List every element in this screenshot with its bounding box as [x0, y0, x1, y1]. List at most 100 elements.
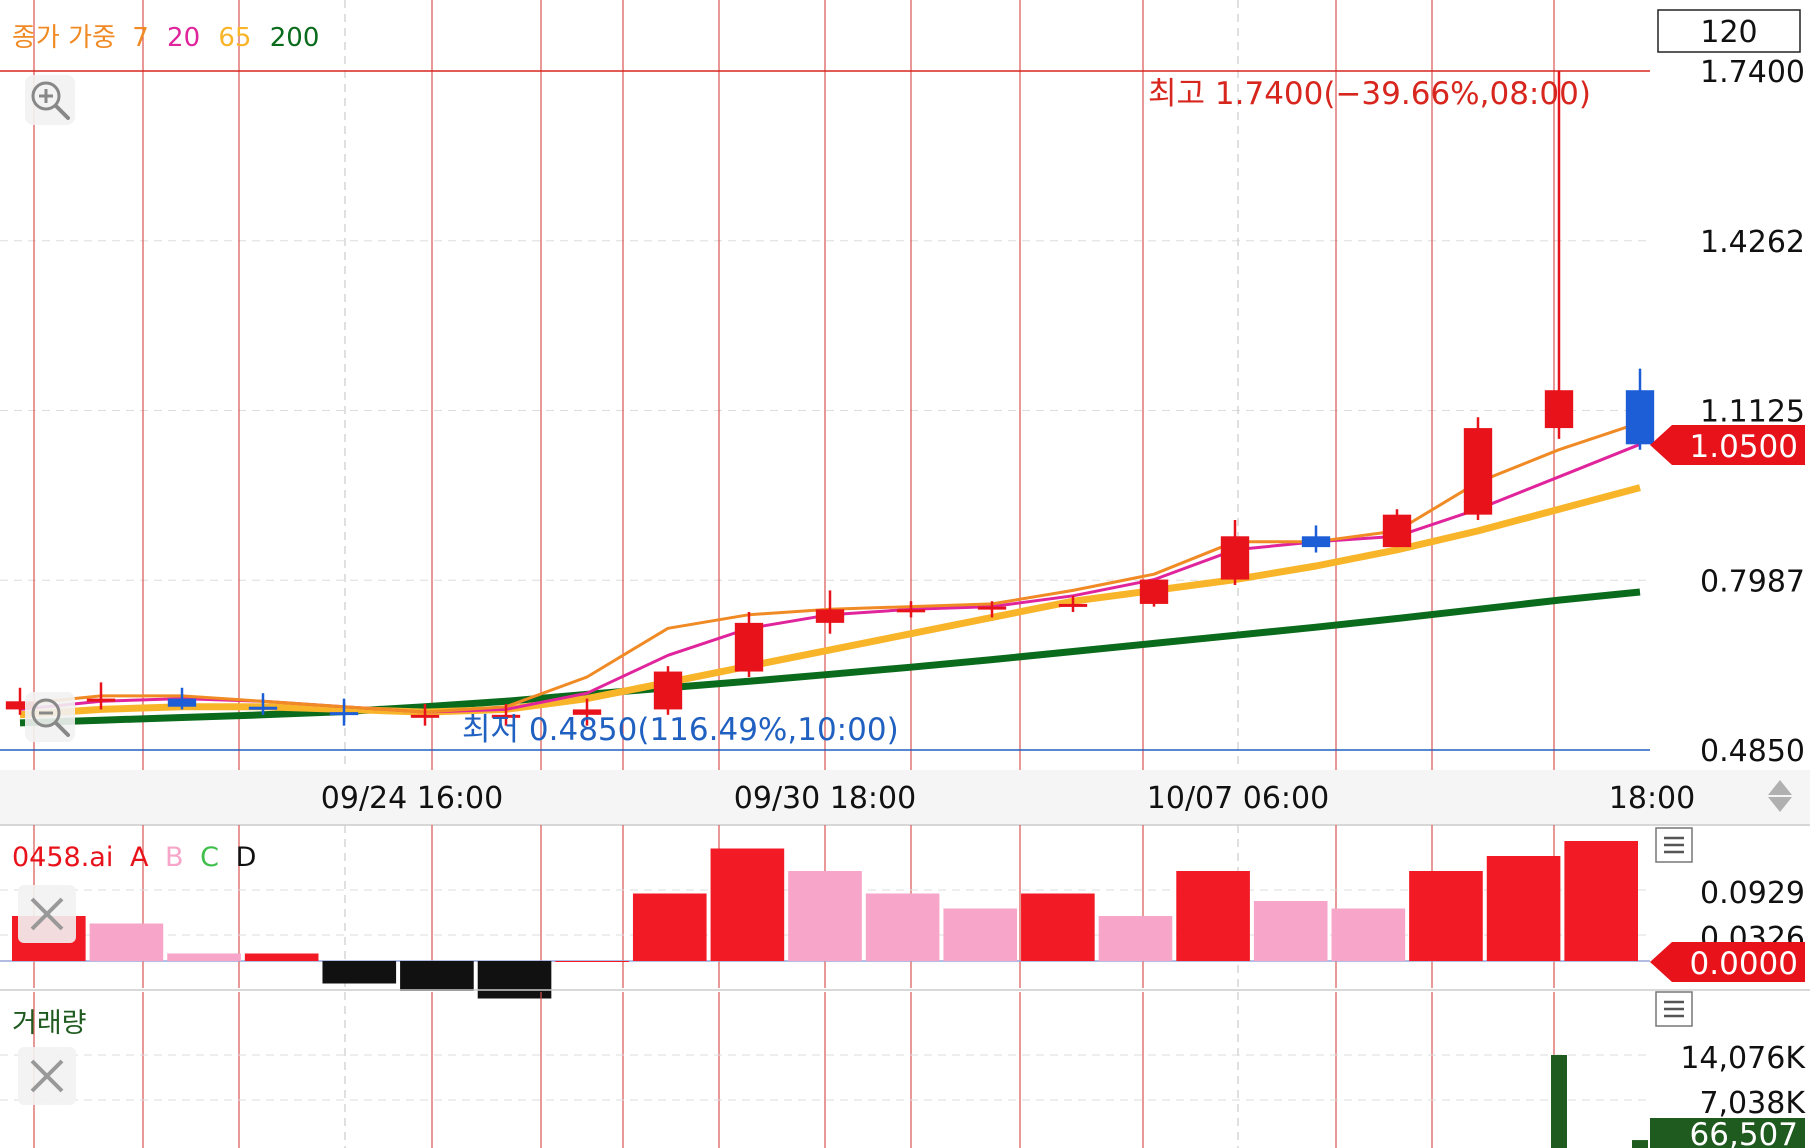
volume-current-value: 66,507: [1690, 1117, 1798, 1148]
oscillator-legend-d: D: [236, 842, 257, 873]
candle: [1382, 509, 1412, 548]
candle-body: [329, 712, 359, 716]
candle: [1139, 579, 1169, 607]
candle-body: [1544, 390, 1574, 429]
oscillator-bar: [943, 908, 1018, 961]
horizontal-gridlines: [0, 240, 1650, 581]
candle-body: [410, 714, 440, 718]
oscillator-bar: [1331, 908, 1406, 961]
candle-body: [653, 671, 683, 710]
candle: [734, 612, 764, 677]
x-tick-2: 10/07 06:00: [1147, 781, 1329, 816]
oscillator-bar: [89, 923, 164, 961]
candle: [653, 666, 683, 715]
candle-body: [734, 622, 764, 672]
candle-body: [1220, 536, 1250, 580]
candle: [815, 590, 845, 634]
candle-body: [977, 606, 1007, 610]
candle-body: [5, 701, 35, 710]
volume-y-tick-0: 14,076K: [1680, 1041, 1806, 1076]
candle: [329, 698, 359, 726]
candle: [410, 704, 440, 726]
candle-body: [1058, 603, 1088, 607]
candle: [491, 704, 521, 726]
oscillator-bar: [167, 953, 241, 961]
oscillator-legend-b: B: [165, 842, 184, 873]
candle: [1625, 368, 1655, 450]
oscillator-bar: [710, 848, 785, 961]
oscillator-current-value: 0.0000: [1690, 946, 1798, 982]
candle: [1220, 520, 1250, 585]
ma-legend-prefix: 종가 가중: [12, 23, 116, 53]
candle-body: [815, 609, 845, 623]
candle: [167, 687, 197, 710]
candle: [5, 687, 35, 715]
volume-current-tag: 66,507: [1650, 1117, 1805, 1148]
zoom-in-icon[interactable]: [25, 75, 75, 125]
volume-vertical-gridlines: [33, 992, 1555, 1148]
candle: [572, 698, 602, 726]
oscillator-bar: [400, 961, 474, 991]
oscillator-bar: [1409, 871, 1483, 961]
candle: [896, 601, 926, 618]
axis-scroll-icon[interactable]: [1768, 780, 1792, 812]
zoom-out-icon[interactable]: [25, 692, 75, 742]
oscillator-bar: [555, 961, 629, 962]
x-tick-1: 09/30 18:00: [734, 781, 916, 816]
oscillator-bar: [788, 871, 862, 961]
interval-selector[interactable]: 120: [1657, 9, 1801, 53]
oscillator-bar: [865, 893, 940, 961]
price-panel: 최고 1.7400(−39.66%,08:00) 최저 0.4850(116.4…: [0, 0, 1805, 770]
oscillator-bar: [477, 961, 552, 999]
volume-menu-icon[interactable]: [1655, 991, 1693, 1027]
oscillator-bar: [1176, 871, 1250, 961]
oscillator-bar: [1253, 901, 1328, 961]
ma-200-line: [19, 588, 1641, 727]
oscillator-bar: [1486, 856, 1561, 961]
volume-panel: 거래량 14,076K 7,038K 66,507: [0, 991, 1806, 1148]
oscillator-panel: 0458.ai A B C D 0.0929 0.0326 0.0000: [0, 825, 1805, 999]
y-tick-label: 1.1125: [1700, 395, 1805, 430]
candle-body: [167, 698, 197, 707]
ma-legend-20: 20: [167, 23, 200, 53]
candle: [248, 693, 278, 715]
oscillator-bar: [244, 953, 319, 961]
candle-body: [572, 709, 602, 715]
oscillator-legend: 0458.ai A B C D: [12, 842, 256, 873]
x-tick-0: 09/24 16:00: [321, 781, 503, 816]
candlesticks: [5, 71, 1655, 726]
oscillator-bar: [1564, 841, 1638, 961]
oscillator-bars: [12, 841, 1638, 999]
oscillator-bar: [1098, 916, 1173, 961]
oscillator-legend-c: C: [200, 842, 219, 873]
current-price-value: 1.0500: [1690, 429, 1798, 465]
vertical-gridlines: [33, 0, 1555, 770]
candle-body: [896, 609, 926, 613]
y-tick-label: 1.7400: [1700, 55, 1805, 90]
volume-close-icon[interactable]: [18, 1047, 76, 1105]
oscillator-title: 0458.ai: [12, 842, 113, 873]
y-tick-label: 1.4262: [1700, 225, 1805, 260]
ma-65-line: [19, 484, 1641, 719]
candle-body: [1382, 514, 1412, 548]
oscillator-bar: [322, 961, 397, 984]
oscillator-menu-icon[interactable]: [1655, 827, 1693, 863]
x-tick-3: 18:00: [1609, 781, 1695, 816]
candle-body: [1139, 579, 1169, 604]
low-annotation: 최저 0.4850(116.49%,10:00): [462, 712, 899, 748]
oscillator-legend-a: A: [130, 842, 149, 873]
price-axis: 1.7400 1.4262 1.1125 0.7987 0.4850: [1700, 55, 1805, 769]
interval-value: 120: [1700, 15, 1757, 50]
oscillator-close-icon[interactable]: [18, 885, 76, 943]
candle-body: [248, 706, 278, 710]
candle-body: [1301, 536, 1331, 548]
candle: [977, 601, 1007, 618]
current-price-tag: 1.0500: [1650, 425, 1805, 465]
candle-body: [1463, 428, 1493, 515]
volume-bar: [1632, 1140, 1648, 1148]
candle: [1058, 595, 1088, 613]
oscillator-bar: [632, 893, 707, 961]
candle: [1544, 71, 1574, 439]
volume-bar: [1551, 1055, 1567, 1148]
